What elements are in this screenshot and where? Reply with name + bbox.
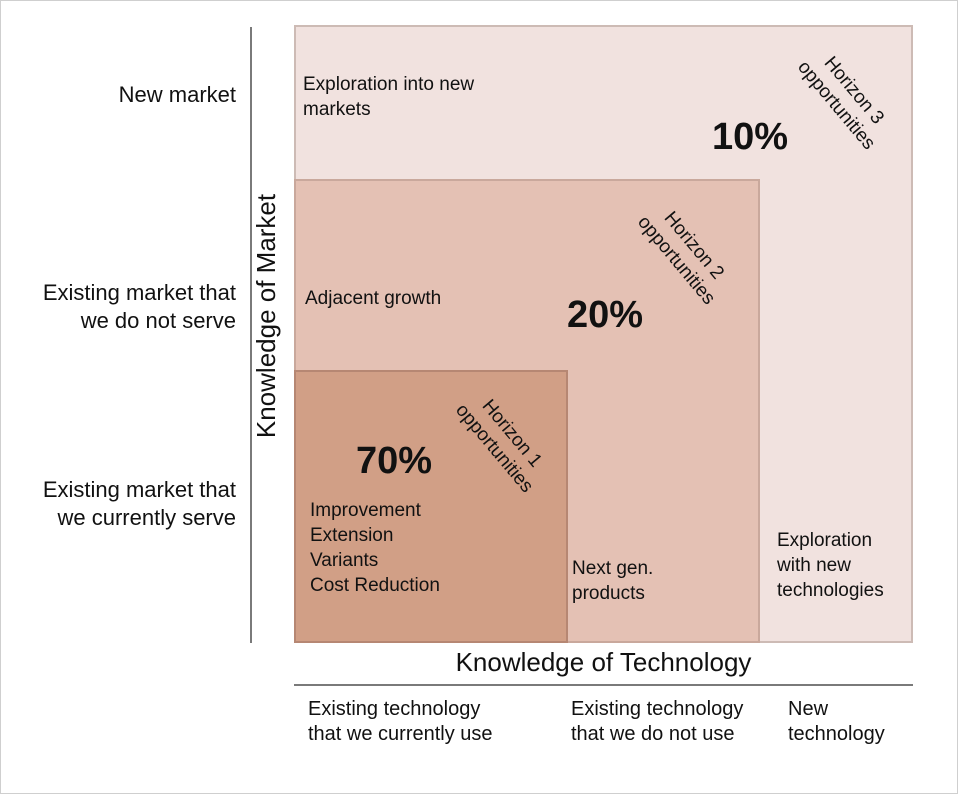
- horizon-1-region: [294, 370, 568, 643]
- x-axis-title: Knowledge of Technology: [455, 647, 752, 677]
- x-axis-line: [294, 684, 913, 686]
- y-axis-title: Knowledge of Market: [251, 193, 281, 439]
- horizon-3-percent: 10%: [712, 116, 789, 158]
- horizon-1-description: Improvement Extension Variants Cost Redu…: [310, 500, 440, 596]
- horizon-1-percent: 70%: [356, 440, 433, 482]
- y-category-new-market: New market: [118, 82, 236, 107]
- y-category-existing-not-served: Existing market that we do not serve: [42, 280, 236, 333]
- x-category-existing-used: Existing technology that we currently us…: [308, 698, 493, 745]
- y-category-existing-served: Existing market that we currently serve: [42, 477, 236, 530]
- horizon-2-technology-description: Next gen. products: [572, 558, 654, 604]
- horizon-3-technology-description: Exploration with new technologies: [777, 530, 884, 601]
- x-category-existing-not-used: Existing technology that we do not use: [571, 698, 744, 745]
- horizon-3-market-description: Exploration into new markets: [303, 74, 475, 120]
- horizon-2-percent: 20%: [567, 294, 644, 336]
- horizon-2-market-description: Adjacent growth: [305, 288, 442, 309]
- y-axis-line: [250, 27, 252, 643]
- x-category-new-technology: New technology: [788, 698, 885, 745]
